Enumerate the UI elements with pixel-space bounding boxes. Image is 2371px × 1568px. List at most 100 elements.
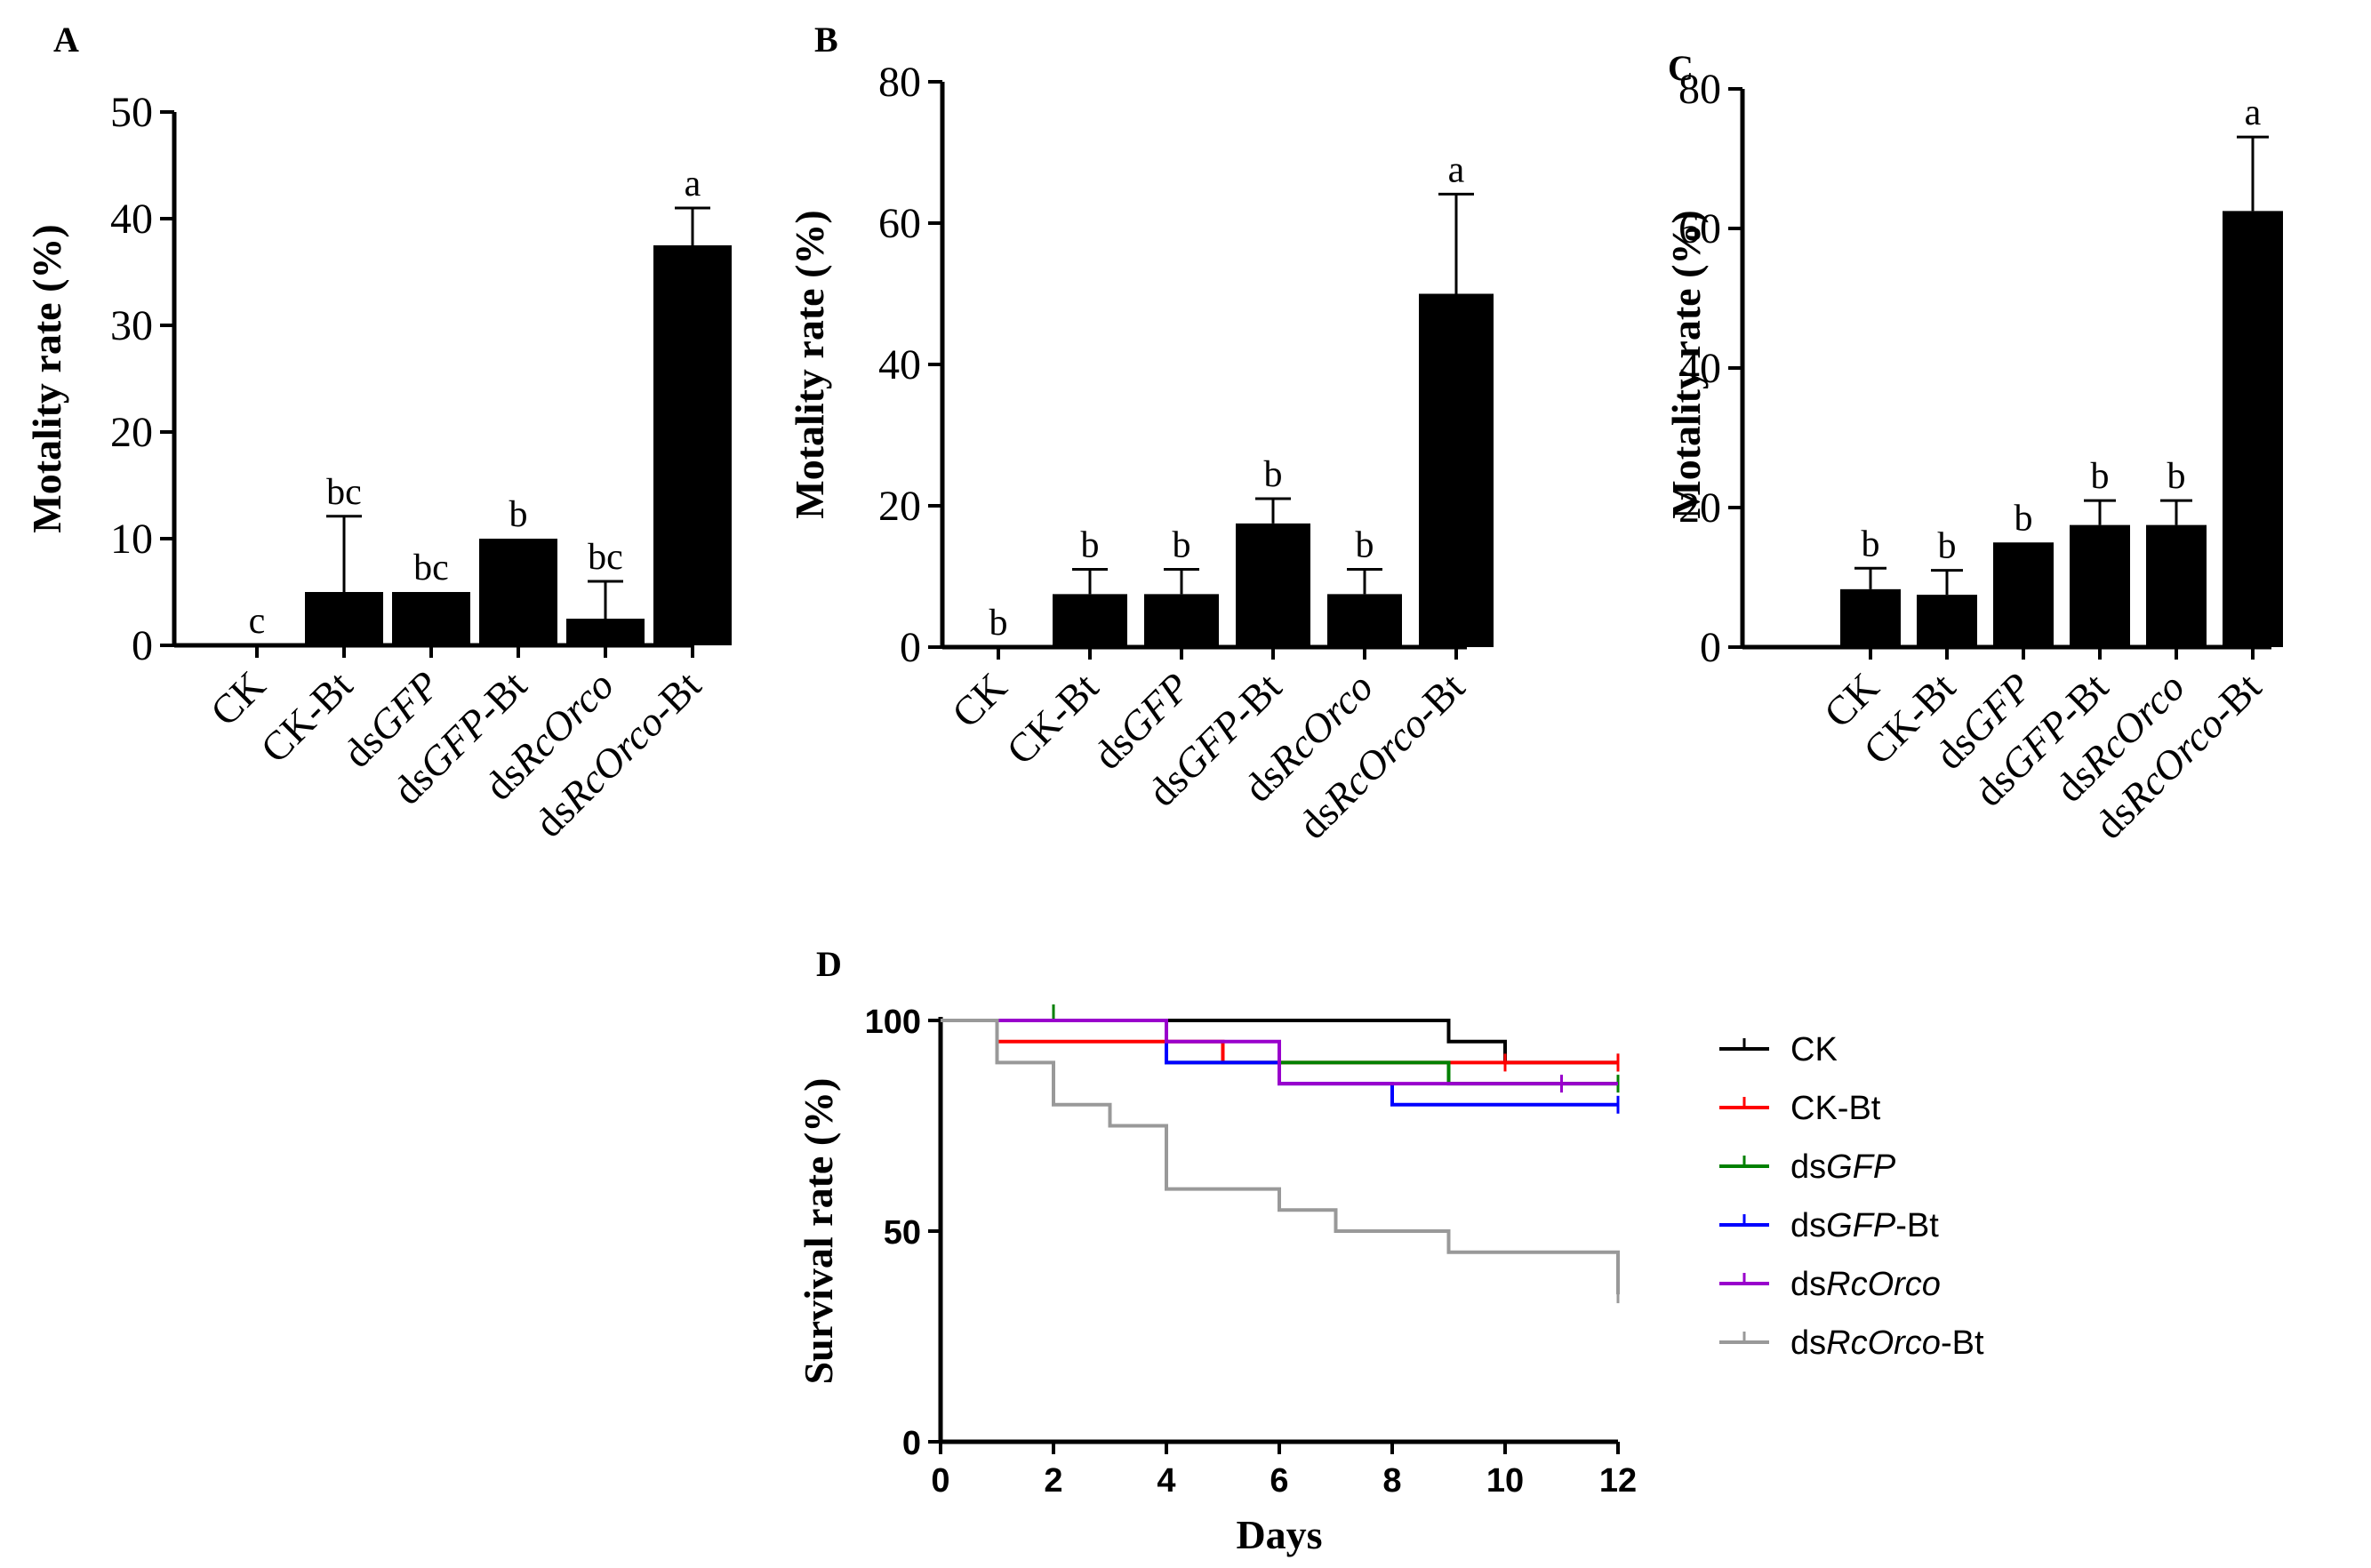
legend-label-part: GFP — [1826, 1148, 1896, 1186]
bar-group: b — [2070, 456, 2130, 647]
y-tick-label: 80 — [878, 59, 921, 106]
significance-letter: b — [1862, 524, 1880, 564]
significance-letter: b — [1264, 454, 1283, 495]
legend-label-part: GFP — [1826, 1207, 1896, 1244]
bar-group: a — [2223, 92, 2283, 647]
bar — [1327, 594, 1402, 647]
legend-item: CK-Bt — [1719, 1090, 1881, 1127]
significance-letter: bc — [326, 472, 362, 513]
panel-label: B — [814, 20, 838, 60]
significance-letter: b — [2091, 456, 2110, 497]
bar-group: bc — [305, 472, 383, 645]
y-tick-label: 50 — [884, 1214, 921, 1252]
y-tick-label: 0 — [900, 624, 921, 671]
x-tick-label: 12 — [1599, 1462, 1637, 1500]
significance-letter: b — [1081, 525, 1100, 566]
bar — [479, 539, 557, 645]
legend-item: dsRcOrco — [1719, 1266, 1941, 1303]
x-category-label: CK — [202, 662, 274, 734]
bar-group: b — [479, 494, 557, 645]
bar-group: a — [1419, 149, 1494, 647]
bar-group: b — [1053, 525, 1127, 647]
significance-letter: c — [249, 601, 266, 642]
legend-item: dsRcOrco-Bt — [1719, 1324, 1984, 1362]
panel-label: A — [53, 20, 79, 60]
legend-label: dsRcOrco — [1790, 1266, 1941, 1303]
panel-d: D Survival rate (%) Days 0 50 100 0 2 4 6 8 10 12 CK C… — [796, 944, 1984, 1557]
y-axis-title: Motality rate (%) — [787, 210, 832, 518]
bar — [2070, 524, 2130, 647]
x-tick-label: 4 — [1157, 1462, 1175, 1500]
bar-group: b — [1840, 524, 1901, 647]
bar-group: b — [1917, 526, 1977, 647]
legend-label-part: RcOrco — [1826, 1266, 1941, 1303]
y-tick-label: 0 — [132, 622, 153, 669]
x-axis-title: Days — [1236, 1512, 1322, 1557]
y-tick-label: 30 — [110, 302, 153, 349]
panel-label: D — [816, 944, 842, 984]
bar — [305, 592, 383, 645]
bar — [1419, 293, 1494, 647]
x-tick-label: 6 — [1270, 1462, 1288, 1500]
bar-group: b — [1993, 498, 2054, 647]
bar-group: bc — [392, 548, 470, 645]
x-tick-label: 10 — [1486, 1462, 1524, 1500]
y-tick-label: 0 — [1700, 624, 1721, 671]
bar-group: b — [1144, 525, 1219, 647]
significance-letter: b — [2167, 456, 2186, 497]
significance-letter: b — [1938, 526, 1957, 567]
legend-label-part: -Bt — [1895, 1207, 1939, 1244]
bar — [1053, 594, 1127, 647]
legend-item: dsGFP-Bt — [1719, 1207, 1939, 1244]
x-category-label-part: CK-Bt — [997, 664, 1107, 773]
bar — [1144, 594, 1219, 647]
series-5 — [941, 1019, 1620, 1304]
bar-group: b — [2146, 456, 2207, 647]
x-category-label-part: CK — [943, 664, 1015, 736]
legend-label-part: ds — [1790, 1324, 1826, 1362]
y-tick-label: 20 — [878, 483, 921, 530]
bar — [1236, 523, 1310, 647]
y-axis-title: Motality rate (%) — [24, 224, 69, 532]
y-tick-label: 40 — [878, 341, 921, 388]
legend-item: CK — [1719, 1031, 1838, 1068]
y-tick-label: 40 — [1678, 345, 1721, 392]
bar-group: b — [1236, 454, 1310, 647]
significance-letter: a — [2245, 92, 2262, 133]
bar — [1840, 588, 1901, 647]
y-tick-label: 0 — [902, 1425, 921, 1462]
x-tick-label: 8 — [1382, 1462, 1401, 1500]
bar — [1993, 542, 2054, 647]
legend-label: dsGFP-Bt — [1790, 1207, 1939, 1244]
y-axis-title: Survival rate (%) — [796, 1078, 841, 1385]
significance-letter: bc — [588, 537, 623, 578]
legend-label: dsRcOrco-Bt — [1790, 1324, 1984, 1362]
series-4 — [941, 1019, 1618, 1093]
bar — [2146, 524, 2207, 647]
y-tick-label: 50 — [110, 89, 153, 136]
significance-letter: a — [685, 164, 701, 204]
legend-item: dsGFP — [1719, 1148, 1896, 1186]
significance-letter: b — [989, 603, 1008, 644]
bar — [2223, 211, 2283, 647]
legend-label-part: ds — [1790, 1148, 1826, 1186]
legend-label: CK — [1790, 1031, 1838, 1068]
y-tick-label: 10 — [110, 516, 153, 563]
y-tick-label: 40 — [110, 196, 153, 243]
bar-group: b — [1327, 525, 1402, 647]
significance-letter: bc — [413, 548, 449, 588]
significance-letter: a — [1448, 149, 1465, 190]
bar — [1917, 595, 1977, 647]
bar-group: bc — [566, 537, 645, 645]
legend-label-part: CK-Bt — [1790, 1090, 1881, 1127]
y-tick-label: 100 — [865, 1004, 921, 1041]
bar-group: b — [989, 603, 1008, 644]
panel-label: C — [1668, 48, 1694, 88]
bar — [653, 245, 732, 645]
x-category-label-part: CK — [202, 662, 274, 734]
bar — [392, 592, 470, 645]
legend-label-part: ds — [1790, 1266, 1826, 1303]
